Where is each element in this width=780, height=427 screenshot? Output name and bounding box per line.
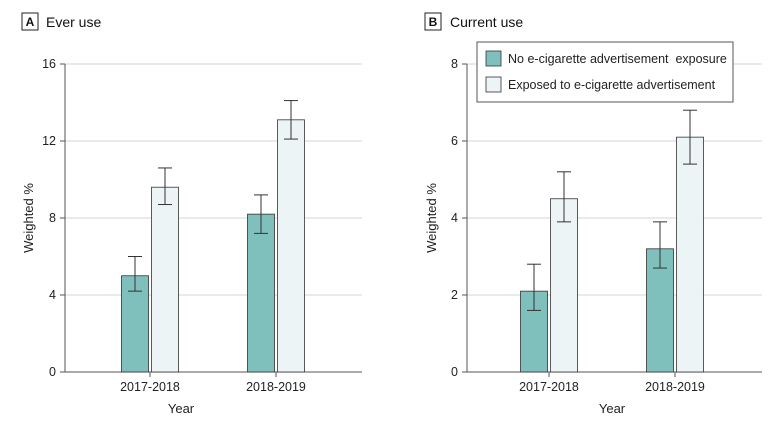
bar-exposed-2018-2019 bbox=[277, 119, 305, 373]
x-tick-label: 2017-2018 bbox=[519, 380, 579, 394]
panel-b-x-axis-title: Year bbox=[599, 401, 626, 416]
bar-no-exposure-2018-2019 bbox=[247, 213, 275, 373]
y-tick-label: 12 bbox=[42, 134, 56, 148]
panel-a-title: Ever use bbox=[46, 14, 101, 30]
bar-exposed-2017-2018 bbox=[151, 186, 179, 373]
plot-area-current-use: 0 2 4 6 8 2017-2018 2018-2019 bbox=[451, 57, 762, 394]
y-tick-label: 16 bbox=[42, 57, 56, 71]
panel-a-x-axis-title: Year bbox=[168, 401, 195, 416]
x-tick-label: 2017-2018 bbox=[120, 380, 180, 394]
panel-ever-use: A Ever use 0 4 8 12 16 2017-2018 2018-2019 Yea… bbox=[21, 12, 362, 416]
y-tick-label: 8 bbox=[451, 57, 458, 71]
bar-no-exposure-2017-2018 bbox=[121, 275, 149, 373]
x-tick-label: 2018-2019 bbox=[645, 380, 705, 394]
y-tick-label: 6 bbox=[451, 134, 458, 148]
y-tick-label: 4 bbox=[49, 288, 56, 302]
legend-swatch-no-exposure bbox=[485, 50, 502, 67]
legend-label-exposed: Exposed to e-cigarette advertisement bbox=[508, 78, 716, 92]
panel-a-letter-box bbox=[21, 12, 39, 31]
panel-current-use: B Current use 0 2 4 6 8 2017-2018 2018-2019 Ye… bbox=[424, 12, 762, 416]
legend-box bbox=[476, 41, 734, 103]
y-tick-label: 0 bbox=[451, 365, 458, 379]
panel-a-y-axis-title: Weighted % bbox=[21, 183, 36, 253]
y-tick-label: 2 bbox=[451, 288, 458, 302]
panel-b-letter-box bbox=[424, 12, 442, 31]
y-tick-label: 0 bbox=[49, 365, 56, 379]
panel-a-letter: A bbox=[26, 15, 35, 29]
bar-no-exposure-2018-2019 bbox=[646, 248, 674, 373]
panel-b-title: Current use bbox=[450, 14, 523, 30]
panel-b-y-axis-title: Weighted % bbox=[424, 183, 439, 253]
legend-label-no-exposure: No e-cigarette advertisement exposure bbox=[508, 52, 727, 66]
plot-area-ever-use: 0 4 8 12 16 2017-2018 2018-2019 bbox=[42, 57, 362, 394]
panel-b-letter: B bbox=[429, 15, 438, 29]
x-tick-label: 2018-2019 bbox=[246, 380, 306, 394]
bar-exposed-2018-2019 bbox=[676, 136, 704, 373]
legend: No e-cigarette advertisement exposure Ex… bbox=[476, 41, 734, 103]
legend-swatch-exposed bbox=[485, 76, 502, 93]
bar-exposed-2017-2018 bbox=[550, 198, 578, 373]
y-tick-label: 4 bbox=[451, 211, 458, 225]
y-tick-label: 8 bbox=[49, 211, 56, 225]
